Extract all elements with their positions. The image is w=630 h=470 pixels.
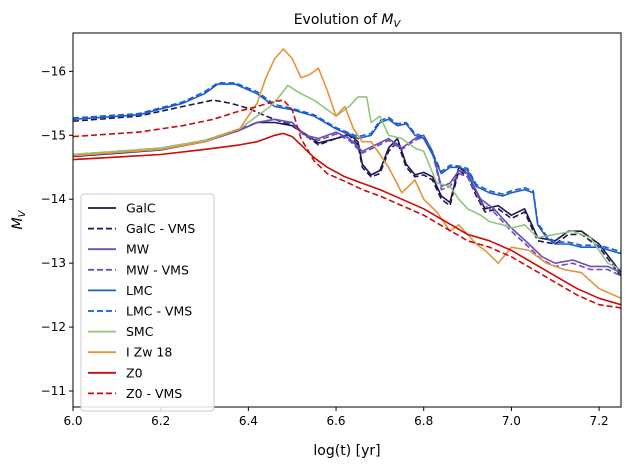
y-tick-label: −12: [41, 320, 66, 334]
x-axis-ticks: 6.0 6.2 6.4 6.6 6.8 7.0 7.2: [63, 407, 609, 428]
legend-entry: I Zw 18: [126, 345, 172, 360]
x-tick-label: 6.6: [326, 414, 345, 428]
y-tick-label: −16: [41, 64, 66, 78]
x-tick-label: 6.4: [239, 414, 258, 428]
legend-entry: MW: [126, 242, 149, 257]
series-line-z0-vms: [73, 99, 621, 309]
y-axis-ticks: −16 −15 −14 −13 −12 −11: [41, 64, 73, 398]
legend-entry: Z0: [126, 365, 143, 380]
legend-box: [80, 193, 215, 412]
plot-frame: [72, 32, 622, 408]
series-line-smc: [73, 84, 621, 271]
series-line-lmc: [73, 83, 621, 255]
legend-entry: Z0 - VMS: [126, 386, 182, 401]
series-line-i-zw-18: [73, 48, 621, 300]
legend-entry: LMC - VMS: [126, 304, 192, 319]
series-line-z0: [73, 132, 621, 306]
y-axis-label: MV: [10, 209, 28, 229]
legend-entry: GalC: [126, 201, 156, 216]
y-tick-label: −11: [41, 384, 66, 398]
legend-entry: GalC - VMS: [126, 221, 195, 236]
y-tick-label: −14: [41, 192, 66, 206]
legend-entry: LMC: [126, 283, 153, 298]
series-layer: [73, 48, 621, 309]
legend-entry: MW - VMS: [126, 262, 189, 277]
x-tick-label: 7.0: [502, 414, 521, 428]
chart-title: Evolution of MV: [294, 12, 402, 30]
series-line-galc: [73, 121, 621, 274]
y-tick-label: −15: [41, 128, 66, 142]
x-tick-label: 6.8: [414, 414, 433, 428]
legend-entry: SMC: [126, 324, 154, 339]
x-axis-label: log(t) [yr]: [313, 443, 380, 459]
x-tick-label: 7.2: [590, 414, 609, 428]
series-line-galc-vms: [73, 99, 621, 277]
x-tick-label: 6.0: [63, 414, 82, 428]
x-tick-label: 6.2: [151, 414, 170, 428]
series-line-lmc-vms: [73, 82, 621, 253]
y-tick-label: −13: [41, 256, 66, 270]
legend: GalC GalC - VMS MW MW - VMS LMC LMC - VMS SMC I…: [80, 193, 215, 412]
